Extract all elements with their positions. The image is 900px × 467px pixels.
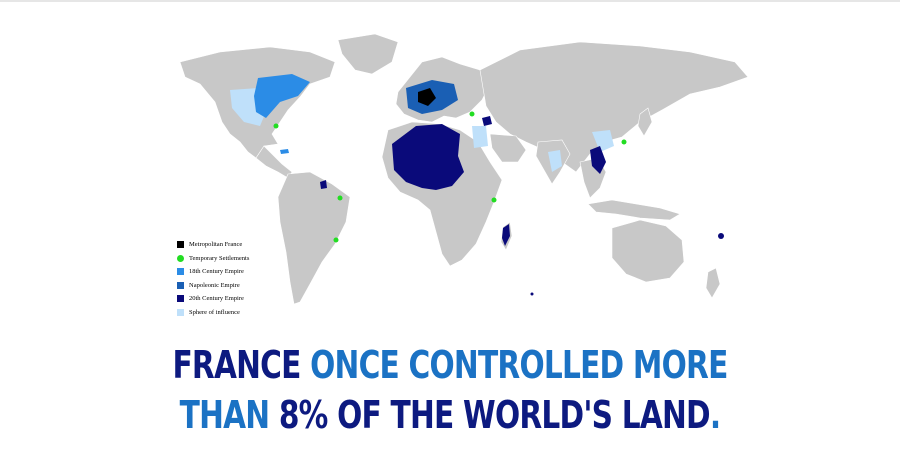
indonesia xyxy=(587,199,681,221)
legend-label: Napoleonic Empire xyxy=(189,281,240,289)
legend-swatch xyxy=(177,268,184,276)
territory-20c-madagascar xyxy=(502,224,510,246)
top-rule xyxy=(0,0,900,2)
world-map xyxy=(160,22,760,322)
legend-swatch xyxy=(177,281,184,289)
south-america xyxy=(277,171,351,305)
legend-swatch xyxy=(177,295,184,303)
territory-influence-india xyxy=(548,150,562,172)
legend-swatch xyxy=(177,254,184,262)
legend-label: 20th Century Empire xyxy=(189,295,244,303)
headline-segment: THAN xyxy=(179,393,279,437)
headline: FRANCE ONCE CONTROLLED MORE THAN 8% OF T… xyxy=(99,340,801,440)
territory-20c-guiana xyxy=(320,180,327,189)
settlement-dot xyxy=(273,123,279,129)
territory-20c-new-caledonia xyxy=(718,233,724,239)
legend-label: Sphere of influence xyxy=(189,308,240,316)
territory-20c-indochina xyxy=(590,146,606,174)
settlement-dot xyxy=(469,111,475,117)
settlement-dot xyxy=(491,197,497,203)
legend-item: Sphere of influence xyxy=(177,306,317,320)
settlement-dot xyxy=(333,237,339,243)
territory-18c-new-france xyxy=(254,74,310,118)
legend-item: Temporary Settlements xyxy=(177,252,317,266)
territory-20c-pacific xyxy=(530,292,534,296)
legend-swatch xyxy=(177,241,184,249)
world-map-svg xyxy=(179,33,749,305)
asia xyxy=(479,41,749,173)
legend-item: Napoleonic Empire xyxy=(177,279,317,293)
headline-segment: 8% OF THE WORLD'S LAND xyxy=(278,393,711,437)
territory-20c-africa xyxy=(392,124,464,190)
legend-item: 20th Century Empire xyxy=(177,292,317,306)
greenland xyxy=(337,33,399,75)
territory-influence-egypt xyxy=(472,126,488,148)
legend-swatch xyxy=(177,308,184,316)
settlement-dot xyxy=(337,195,343,201)
headline-segment: ONCE CONTROLLED MORE xyxy=(310,343,728,387)
australia xyxy=(611,219,685,283)
legend-label: Metropolitan France xyxy=(189,241,243,249)
headline-line-2: THAN 8% OF THE WORLD'S LAND. xyxy=(99,390,801,440)
settlement-dot xyxy=(621,139,627,145)
central-america xyxy=(255,145,293,179)
arabia xyxy=(489,133,527,163)
map-legend: Metropolitan France Temporary Settlements… xyxy=(177,238,317,319)
legend-item: Metropolitan France xyxy=(177,238,317,252)
territory-influence-china xyxy=(592,130,614,152)
japan xyxy=(637,107,653,137)
headline-segment: FRANCE xyxy=(172,343,311,387)
legend-label: Temporary Settlements xyxy=(189,254,250,262)
legend-item: 18th Century Empire xyxy=(177,265,317,279)
territory-metropolitan-france xyxy=(418,88,436,106)
headline-segment: . xyxy=(709,393,721,437)
territory-18c-caribbean xyxy=(280,149,289,154)
legend-label: 18th Century Empire xyxy=(189,268,244,276)
headline-line-1: FRANCE ONCE CONTROLLED MORE xyxy=(99,340,801,390)
territory-20c-syria xyxy=(482,116,492,126)
new-zealand xyxy=(705,267,721,299)
